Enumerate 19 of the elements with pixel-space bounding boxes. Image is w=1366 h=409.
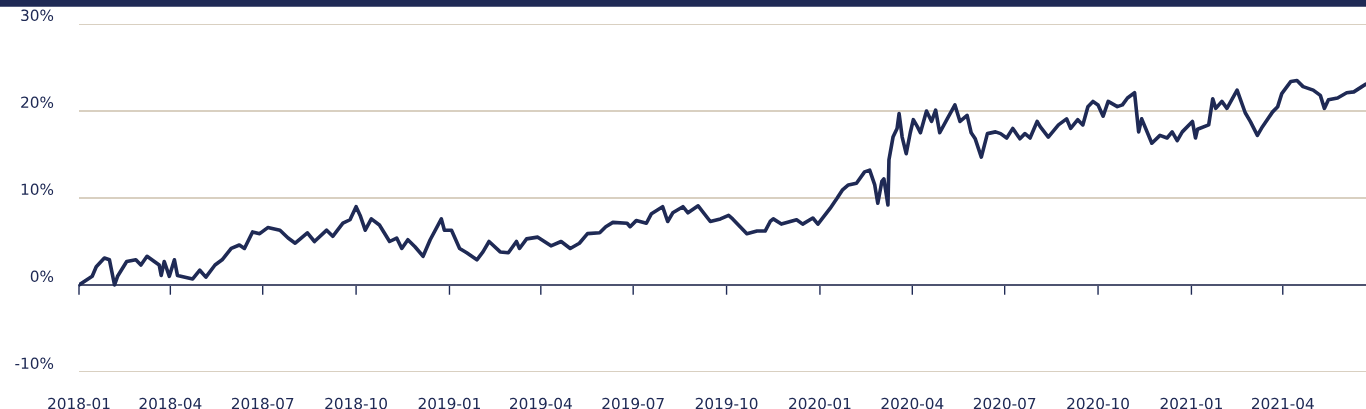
x-tick-label: 2020-04 (881, 397, 944, 409)
x-tick-label: 2018-07 (231, 397, 294, 409)
y-tick-label: -10% (15, 357, 54, 370)
x-tick-label: 2019-04 (510, 397, 572, 409)
x-tick-label: 2018-04 (139, 397, 202, 409)
x-tick-label: 2021-01 (1160, 397, 1222, 409)
x-tick-label: 2018-10 (325, 397, 387, 409)
x-tick-label: 2019-01 (418, 397, 480, 409)
x-tick-label: 2021-04 (1251, 397, 1314, 409)
y-tick-label: 20% (21, 96, 54, 109)
x-tick-label: 2020-01 (789, 397, 851, 409)
y-tick-label: 10% (21, 183, 54, 196)
x-tick-label: 2018-01 (48, 397, 110, 409)
y-tick-label: 0% (30, 270, 54, 283)
x-tick-label: 2019-07 (602, 397, 664, 409)
x-tick-label: 2019-10 (695, 397, 758, 409)
x-tick-label: 2020-10 (1067, 397, 1129, 409)
y-tick-label: 30% (21, 9, 54, 22)
x-tick-label: 2020-07 (973, 397, 1036, 409)
